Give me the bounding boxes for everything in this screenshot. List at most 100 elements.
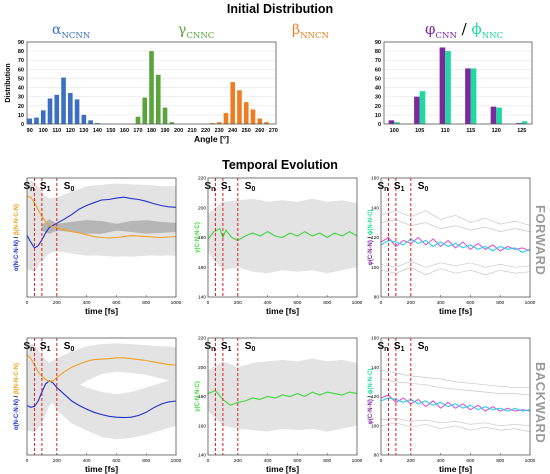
y-tick-label: 0 bbox=[378, 122, 381, 128]
y-tick-label: 10 bbox=[375, 113, 381, 119]
x-tick-label: 0 bbox=[380, 458, 383, 464]
alpha-bar bbox=[82, 115, 87, 124]
state-label-subscript: n bbox=[30, 346, 34, 353]
x-tick-label: 90 bbox=[27, 128, 33, 134]
x-tick-label: 260 bbox=[255, 128, 264, 134]
x-tick-label: 800 bbox=[323, 458, 331, 464]
y-tick-label: 90 bbox=[375, 40, 381, 46]
phi_nnc-bar bbox=[445, 51, 451, 124]
state-label-subscript: 1 bbox=[228, 186, 232, 193]
x-tick-label: 270 bbox=[269, 128, 278, 134]
alpha-bar bbox=[54, 95, 59, 124]
phi_cnn-bar bbox=[414, 97, 420, 124]
state-label-subscript: n bbox=[30, 186, 34, 193]
x-tick-label: 190 bbox=[160, 128, 169, 134]
state-label-subscript: 1 bbox=[228, 346, 232, 353]
y-axis-label-part: ϕ(N-N-C) bbox=[368, 210, 374, 236]
phi_nnc-bar bbox=[496, 108, 502, 124]
y-tick-label: 50 bbox=[375, 76, 381, 82]
plot-frame bbox=[384, 42, 532, 124]
x-tick-label: 200 bbox=[407, 458, 415, 464]
gamma-bar bbox=[142, 98, 147, 124]
y-tick-label: 70 bbox=[375, 58, 381, 64]
phi_nnc-bar bbox=[522, 121, 528, 124]
gamma-bar bbox=[149, 51, 154, 124]
x-tick-label: 140 bbox=[93, 128, 102, 134]
x-tick-label: 150 bbox=[106, 128, 115, 134]
x-axis-label: time [fs] bbox=[439, 464, 472, 474]
phi_nnc-bar bbox=[420, 91, 426, 124]
y-tick-label: 70 bbox=[18, 58, 24, 64]
x-axis-label: time [fs] bbox=[439, 306, 472, 316]
y-axis-label-part: α(N-C-N-N) bbox=[14, 240, 20, 271]
x-tick-label: 200 bbox=[53, 300, 61, 306]
x-tick-label: 200 bbox=[234, 300, 242, 306]
y-tick-label: 60 bbox=[18, 67, 24, 73]
x-tick-label: 800 bbox=[496, 300, 504, 306]
state-label-subscript: 0 bbox=[70, 346, 74, 353]
y-tick-label: 40 bbox=[18, 86, 24, 92]
x-tick-label: 800 bbox=[496, 458, 504, 464]
plot-background bbox=[381, 178, 530, 297]
y-tick-label: 30 bbox=[18, 95, 24, 101]
x-axis-label: time [fs] bbox=[85, 464, 118, 474]
x-tick-label: 120 bbox=[492, 128, 501, 134]
alpha-bar bbox=[88, 120, 93, 124]
x-tick-label: 200 bbox=[174, 128, 183, 134]
phi_cnn-bar bbox=[440, 47, 446, 124]
x-tick-label: 250 bbox=[242, 128, 251, 134]
y-axis-label-part: β(N-N-C-N) bbox=[14, 363, 20, 394]
x-tick-label: 0 bbox=[26, 300, 29, 306]
y-tick-label: 90 bbox=[18, 40, 24, 46]
beta-bar bbox=[224, 113, 229, 124]
x-tick-label: 0 bbox=[380, 300, 383, 306]
x-tick-label: 100 bbox=[39, 128, 48, 134]
x-axis-label: time [fs] bbox=[266, 464, 299, 474]
x-tick-label: 120 bbox=[66, 128, 75, 134]
y-axis-label: φ(C-N-N) / ϕ(N-N-C) bbox=[368, 210, 374, 266]
y-tick-label: 220 bbox=[198, 176, 206, 182]
phi_nnc-bar bbox=[471, 68, 477, 124]
gamma-bar bbox=[156, 75, 161, 124]
gamma-bar bbox=[163, 108, 168, 124]
alpha-bar bbox=[34, 118, 39, 124]
y-tick-label: 80 bbox=[374, 295, 380, 301]
y-tick-label: 30 bbox=[375, 95, 381, 101]
state-label-subscript: 1 bbox=[47, 186, 51, 193]
y-axis-label-part: α(N-C-N-N) bbox=[14, 399, 20, 430]
beta-bar bbox=[251, 109, 256, 124]
x-tick-label: 1000 bbox=[171, 458, 182, 464]
alpha-bar bbox=[75, 99, 80, 124]
x-axis-label: Angle [°] bbox=[194, 134, 229, 144]
y-tick-label: 20 bbox=[18, 104, 24, 110]
y-axis-label: α(N-C-N-N) / β(N-N-C-N) bbox=[14, 363, 20, 430]
alpha-bar bbox=[48, 98, 53, 124]
y-tick-label: 60 bbox=[375, 67, 381, 73]
x-axis-label: time [fs] bbox=[85, 306, 118, 316]
beta-bar bbox=[244, 102, 249, 124]
y-axis-label-part: β(N-N-C-N) bbox=[14, 204, 20, 235]
x-tick-label: 110 bbox=[441, 128, 450, 134]
phi_cnn-bar bbox=[465, 68, 471, 124]
gamma-bar bbox=[136, 117, 141, 124]
state-label-subscript: 1 bbox=[47, 346, 51, 353]
forward-gamma-panel: Sn S1 S00 200 400 600 800 1000140160180200220ti… bbox=[195, 176, 363, 317]
beta-bar bbox=[237, 90, 242, 124]
y-axis-label-part: φ(C-N-N) bbox=[368, 240, 374, 265]
y-tick-label: 200 bbox=[198, 205, 206, 211]
y-axis-label: Distribution bbox=[5, 63, 12, 102]
state-label-subscript: 0 bbox=[70, 186, 74, 193]
x-tick-label: 200 bbox=[407, 300, 415, 306]
y-axis-label-part: ϕ(N-N-C) bbox=[368, 369, 374, 395]
x-tick-label: 160 bbox=[120, 128, 129, 134]
plot-background bbox=[381, 338, 530, 455]
x-tick-label: 100 bbox=[390, 128, 399, 134]
beta-bar bbox=[230, 82, 235, 124]
histogram-angles: 010203040506070809090 100 110 120 130 140 150 1… bbox=[5, 40, 278, 144]
x-tick-label: 800 bbox=[323, 300, 331, 306]
x-tick-label: 800 bbox=[142, 300, 150, 306]
alpha-bar bbox=[68, 93, 73, 124]
x-tick-label: 130 bbox=[79, 128, 88, 134]
